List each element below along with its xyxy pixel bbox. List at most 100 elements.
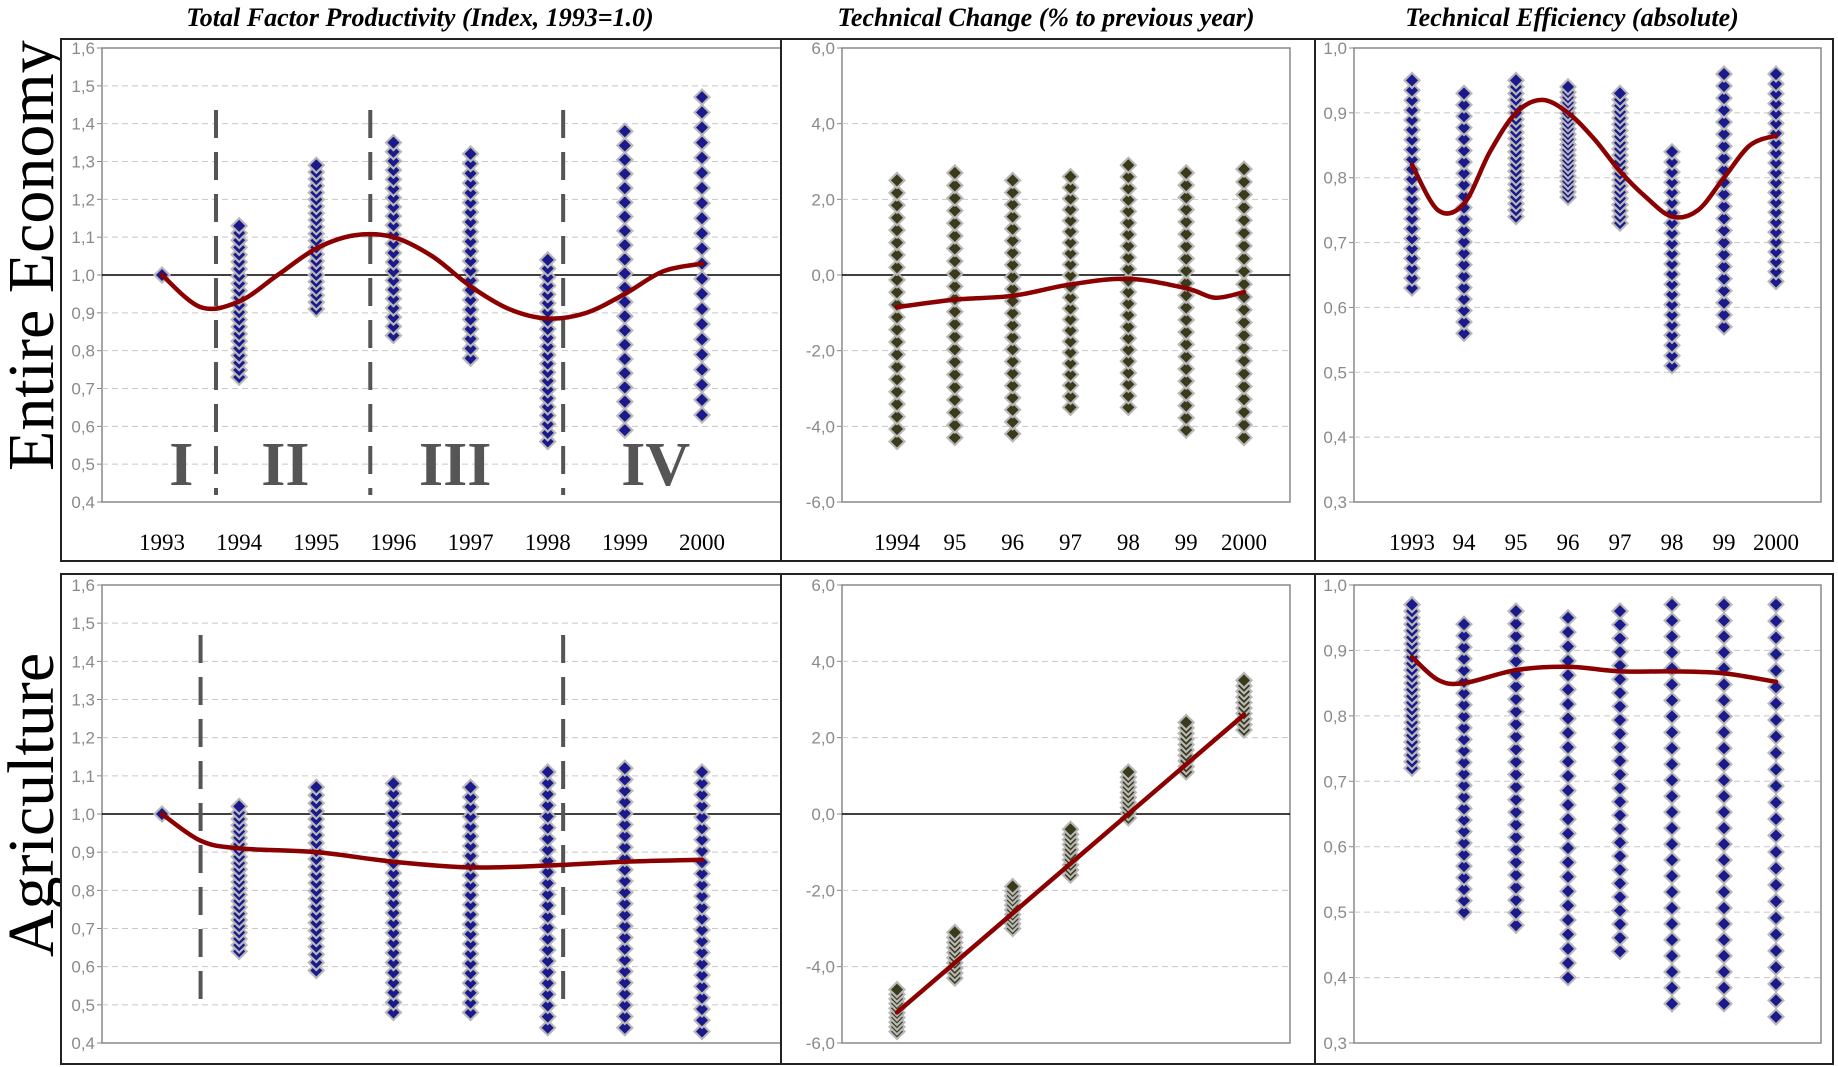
data-point (541, 777, 554, 790)
data-point (1180, 411, 1193, 424)
panel-ag-te: 0,3 0,4 0,5 0,6 0,7 0,8 0,9 1,0 (1314, 573, 1834, 1065)
data-point (1614, 850, 1626, 863)
panel-ag-tfp: 0,4 0,5 0,6 0,7 0,8 0,9 1,0 1,1 1,2 1,3 1,4 1,5 1,6 (60, 573, 784, 1065)
data-point (1458, 144, 1470, 157)
data-point (1406, 272, 1418, 285)
data-point (1238, 239, 1250, 252)
data-point (1666, 917, 1678, 930)
data-point (1180, 301, 1193, 314)
trend-line (159, 231, 705, 321)
x-tick-label: 1998 (525, 530, 571, 555)
data-point (618, 182, 631, 195)
data-point (464, 323, 477, 336)
panel-ee-te: 0,3 0,4 0,5 0,6 0,7 0,8 0,9 1,0 1993 94 95 96 97 98 99… (1314, 38, 1834, 562)
data-point (1458, 327, 1470, 340)
data-point (1718, 838, 1730, 851)
data-point (891, 199, 903, 212)
data-point (1122, 766, 1135, 779)
x-tick-label: 96 (1557, 530, 1580, 555)
data-point (1666, 247, 1678, 260)
data-point (1064, 225, 1077, 238)
data-point (464, 781, 477, 794)
y-tick-label: 1,5 (71, 614, 95, 633)
data-point (1718, 614, 1730, 627)
data-point (1718, 822, 1730, 835)
data-point (1064, 823, 1077, 836)
data-point (1064, 346, 1077, 359)
data-point (1006, 367, 1019, 380)
data-point (1510, 667, 1522, 680)
data-point (696, 363, 708, 376)
data-point (1006, 343, 1019, 356)
data-point (387, 210, 400, 223)
data-point (1562, 626, 1574, 639)
y-tick-label: 4,0 (811, 115, 835, 134)
data-point (1238, 380, 1250, 393)
data-point (1770, 697, 1782, 710)
data-point (618, 965, 631, 978)
x-tick-label: 97 (1059, 530, 1082, 555)
y-tick-label: 0,9 (71, 304, 95, 323)
data-point (464, 157, 477, 170)
y-tick-label: 2,0 (811, 190, 835, 209)
data-point (464, 898, 477, 911)
data-point (464, 908, 477, 921)
column-title-technical-change: Technical Change (% to previous year) (837, 3, 1255, 32)
data-point (1718, 694, 1730, 707)
data-point (1122, 355, 1135, 368)
data-point (948, 926, 961, 939)
data-point (464, 791, 477, 804)
data-point (541, 877, 554, 890)
data-point (387, 237, 400, 250)
data-point (464, 245, 477, 258)
data-point (464, 888, 477, 901)
data-point (1458, 629, 1470, 642)
data-point (1458, 790, 1470, 803)
data-point (1666, 217, 1678, 230)
data-point (618, 167, 631, 180)
data-point (1770, 77, 1782, 90)
data-point (948, 267, 961, 280)
data-point (948, 242, 961, 255)
data-point (1458, 315, 1470, 328)
data-point (1238, 163, 1250, 176)
data-point (387, 966, 400, 979)
data-point (387, 173, 400, 186)
data-point (618, 125, 631, 138)
data-point (1562, 957, 1574, 970)
data-point (1458, 213, 1470, 226)
data-point (387, 145, 400, 158)
data-point (464, 996, 477, 1009)
data-point (464, 810, 477, 823)
data-point (1064, 192, 1077, 205)
data-point (1666, 268, 1678, 281)
y-tick-label: 0,6 (71, 958, 95, 977)
data-point (464, 947, 477, 960)
data-point (1006, 283, 1019, 296)
data-point (696, 957, 708, 970)
data-point (387, 283, 400, 296)
data-point (1458, 779, 1470, 792)
period-label: I (169, 431, 193, 499)
data-point (1666, 176, 1678, 189)
data-point (1238, 354, 1250, 367)
data-point (387, 827, 400, 840)
data-point (387, 246, 400, 259)
data-point (1064, 203, 1077, 216)
data-point (1180, 399, 1193, 412)
data-point (1770, 1010, 1782, 1023)
data-point (1770, 156, 1782, 169)
data-point (618, 976, 631, 989)
data-point (1666, 257, 1678, 270)
data-point (1510, 642, 1522, 655)
data-point (1770, 829, 1782, 842)
data-point (1614, 673, 1626, 686)
data-point (1770, 911, 1782, 924)
data-point (1718, 224, 1730, 237)
data-point (891, 273, 903, 286)
data-point (1562, 827, 1574, 840)
data-point (1510, 894, 1522, 907)
data-point (1562, 611, 1574, 624)
data-point (387, 976, 400, 989)
data-point (387, 191, 400, 204)
